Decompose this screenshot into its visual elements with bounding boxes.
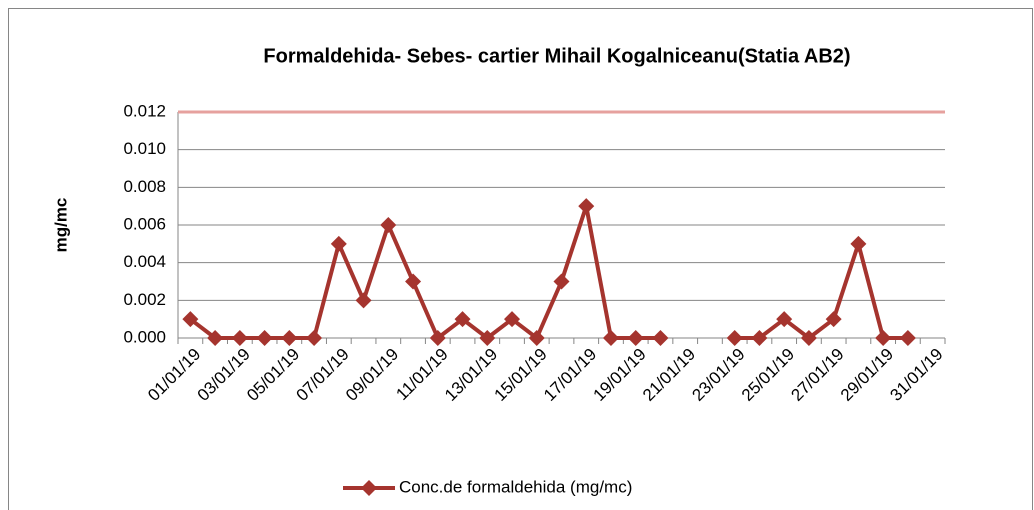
marker bbox=[355, 292, 372, 309]
marker bbox=[380, 217, 397, 233]
marker bbox=[479, 330, 496, 346]
marker bbox=[553, 273, 570, 290]
chart-title: Formaldehida- Sebes- cartier Mihail Koga… bbox=[263, 45, 850, 67]
marker bbox=[528, 330, 545, 346]
y-tick-label: 0.004 bbox=[123, 252, 166, 271]
legend-label: Conc.de formaldehida (mg/mc) bbox=[399, 477, 632, 496]
marker bbox=[602, 330, 619, 346]
marker bbox=[578, 198, 595, 215]
marker bbox=[231, 330, 248, 346]
y-tick-label: 0.008 bbox=[123, 177, 166, 196]
marker bbox=[405, 273, 422, 290]
marker bbox=[776, 311, 793, 328]
marker bbox=[850, 235, 867, 252]
marker bbox=[454, 311, 471, 328]
marker bbox=[899, 330, 916, 346]
marker bbox=[800, 330, 817, 346]
marker bbox=[207, 330, 224, 346]
y-tick-label: 0.002 bbox=[123, 290, 166, 309]
y-tick-label: 0.000 bbox=[123, 327, 166, 346]
marker bbox=[751, 330, 768, 346]
y-axis-label: mg/mc bbox=[51, 198, 70, 253]
legend-marker bbox=[361, 480, 377, 496]
marker bbox=[627, 330, 644, 346]
y-tick-label: 0.010 bbox=[123, 139, 166, 158]
y-tick-label: 0.012 bbox=[123, 101, 166, 120]
marker bbox=[306, 330, 323, 346]
marker bbox=[726, 330, 743, 346]
marker bbox=[182, 311, 199, 328]
marker bbox=[429, 330, 446, 346]
marker bbox=[825, 311, 842, 328]
marker bbox=[281, 330, 298, 346]
marker bbox=[652, 330, 669, 346]
marker bbox=[256, 330, 273, 346]
marker bbox=[875, 330, 892, 346]
marker bbox=[330, 235, 347, 252]
marker bbox=[504, 311, 521, 328]
y-tick-label: 0.006 bbox=[123, 214, 166, 233]
